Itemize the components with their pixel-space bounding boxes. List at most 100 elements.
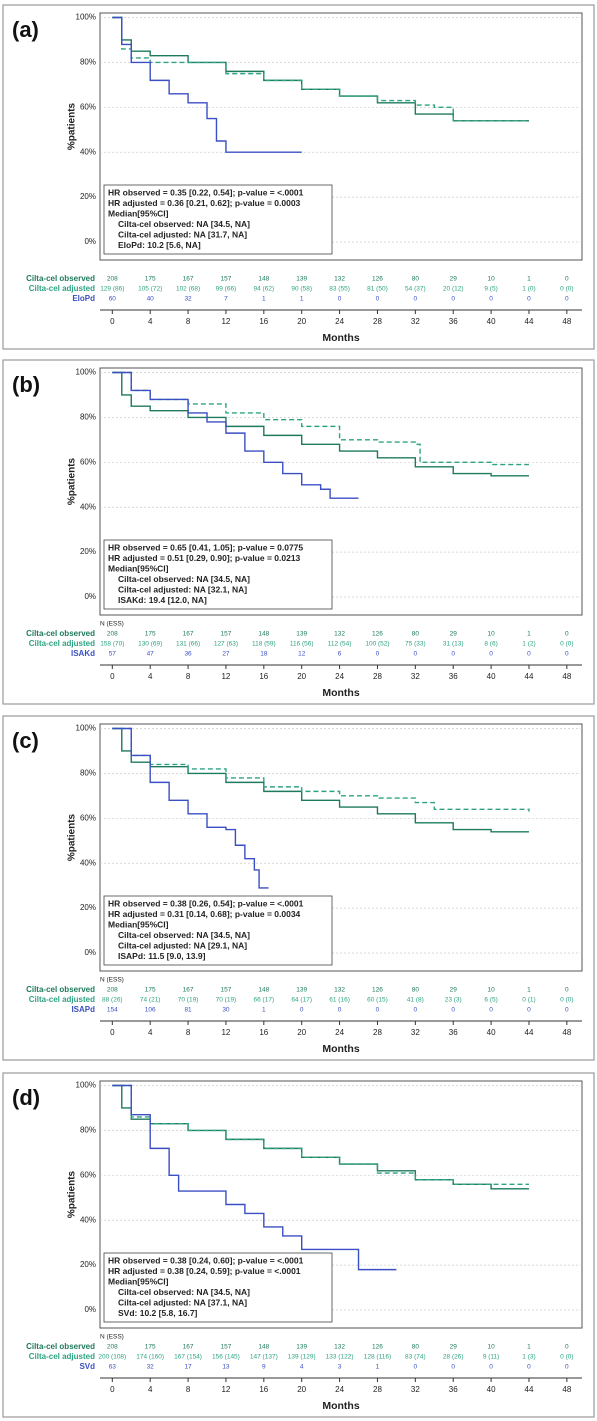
risk-count: 105 (72) <box>138 286 162 293</box>
stats-box <box>103 539 333 610</box>
risk-count: 100 (52) <box>365 641 389 648</box>
panel-label: (b) <box>12 372 40 397</box>
x-tick-label: 24 <box>335 317 344 326</box>
x-tick-label: 36 <box>449 1385 458 1394</box>
risk-count: 9 <box>262 1364 266 1371</box>
risk-count: 0 <box>451 651 455 658</box>
y-tick-label: 20% <box>80 903 96 912</box>
risk-count: 126 <box>372 1344 383 1351</box>
risk-count: 130 (69) <box>138 641 162 648</box>
plot-frame <box>99 367 583 616</box>
risk-count: 139 <box>296 276 307 283</box>
risk-count: 148 <box>258 631 269 638</box>
x-tick-label: 0 <box>110 1028 115 1037</box>
risk-count: 0 <box>489 296 493 303</box>
risk-count: 0 <box>565 1344 569 1351</box>
risk-count: 81 (50) <box>367 286 388 293</box>
stats-text: Cilta-cel adjusted: NA [31.7, NA] <box>118 230 247 240</box>
risk-count: 200 (108) <box>98 1354 126 1361</box>
stats-box <box>103 1252 333 1323</box>
risk-count: 1 <box>527 276 531 283</box>
risk-count: 13 <box>222 1364 230 1371</box>
y-tick-label: 20% <box>80 192 96 201</box>
risk-count: 0 <box>489 1007 493 1014</box>
risk-count: 29 <box>450 1344 458 1351</box>
panel-label: (d) <box>12 1085 40 1110</box>
risk-count: 1 <box>262 296 266 303</box>
risk-count: 1 <box>300 296 304 303</box>
stats-text: Median[95%CI] <box>108 209 169 219</box>
risk-count: 99 (66) <box>216 286 237 293</box>
x-tick-label: 4 <box>148 672 153 681</box>
risk-count: 167 <box>183 631 194 638</box>
x-tick-label: 12 <box>221 1028 230 1037</box>
stats-text: ISAPd: 11.5 [9.0, 13.9] <box>118 951 206 961</box>
x-tick-label: 12 <box>221 672 230 681</box>
stats-text: HR observed = 0.38 [0.24, 0.60]; p-value… <box>108 1256 304 1266</box>
survival-curve <box>112 16 529 122</box>
risk-count: 47 <box>147 651 155 658</box>
risk-count: 208 <box>107 276 118 283</box>
risk-count: 1 (0) <box>522 286 535 293</box>
risk-count: 131 (66) <box>176 641 200 648</box>
risk-header: N (ESS) <box>100 1334 124 1341</box>
panel: (d) 0% 20% 40% 60% 80% 100% %patients HR observe… <box>2 1072 595 1418</box>
risk-count: 60 (15) <box>367 997 388 1004</box>
risk-count: 0 <box>376 651 380 658</box>
y-tick-label: 0% <box>84 948 96 957</box>
risk-count: 118 (59) <box>252 641 276 648</box>
risk-count: 36 <box>184 651 192 658</box>
x-tick-label: 20 <box>297 1385 306 1394</box>
risk-count: 94 (62) <box>254 286 275 293</box>
risk-count: 167 <box>183 987 194 994</box>
y-tick-label: 60% <box>80 1170 96 1179</box>
x-tick-label: 8 <box>186 1028 191 1037</box>
risk-count: 147 (137) <box>250 1354 278 1361</box>
stats-text: Median[95%CI] <box>108 564 169 574</box>
risk-count: 132 <box>334 1344 345 1351</box>
x-tick-label: 32 <box>411 1385 420 1394</box>
panel: (a) 0% 20% 40% 60% 80% 100% %patients HR observe… <box>2 4 595 350</box>
risk-count: 139 <box>296 987 307 994</box>
panel: (c) 0% 20% 40% 60% 80% 100% %patients HR observe… <box>2 715 595 1061</box>
x-tick-label: 28 <box>373 672 382 681</box>
risk-count: 132 <box>334 987 345 994</box>
risk-count: 132 <box>334 631 345 638</box>
risk-count: 81 <box>184 1007 192 1014</box>
risk-count: 27 <box>222 651 230 658</box>
x-tick-label: 28 <box>373 317 382 326</box>
x-tick-label: 48 <box>562 672 571 681</box>
risk-count: 0 <box>565 296 569 303</box>
risk-count: 126 <box>372 631 383 638</box>
risk-count: 10 <box>487 631 495 638</box>
risk-count: 1 <box>527 1344 531 1351</box>
risk-count: 157 <box>221 631 232 638</box>
risk-count: 7 <box>224 296 228 303</box>
x-tick-label: 8 <box>186 672 191 681</box>
risk-count: 0 <box>414 651 418 658</box>
risk-count: 60 <box>109 296 117 303</box>
risk-count: 0 <box>451 1364 455 1371</box>
risk-count: 139 (129) <box>288 1354 316 1361</box>
survival-curve <box>112 1084 397 1271</box>
risk-count: 157 <box>221 1344 232 1351</box>
risk-row-label: Cilta-cel adjusted <box>29 995 95 1004</box>
risk-count: 66 (17) <box>254 997 275 1004</box>
x-tick-label: 24 <box>335 672 344 681</box>
risk-count: 112 (54) <box>328 641 352 648</box>
risk-count: 20 (12) <box>443 286 464 293</box>
risk-count: 6 (5) <box>484 997 497 1004</box>
y-tick-label: 60% <box>80 457 96 466</box>
x-tick-label: 44 <box>525 317 534 326</box>
y-tick-label: 40% <box>80 502 96 511</box>
risk-row-label: Cilta-cel adjusted <box>29 639 95 648</box>
x-tick-label: 20 <box>297 317 306 326</box>
x-tick-label: 0 <box>110 672 115 681</box>
risk-row-label: Cilta-cel observed <box>26 629 95 638</box>
risk-count: 70 (19) <box>216 997 237 1004</box>
x-tick-label: 20 <box>297 672 306 681</box>
panel-border <box>2 715 595 1061</box>
risk-count: 157 <box>221 276 232 283</box>
x-axis-label: Months <box>322 332 359 344</box>
risk-count: 0 <box>414 296 418 303</box>
